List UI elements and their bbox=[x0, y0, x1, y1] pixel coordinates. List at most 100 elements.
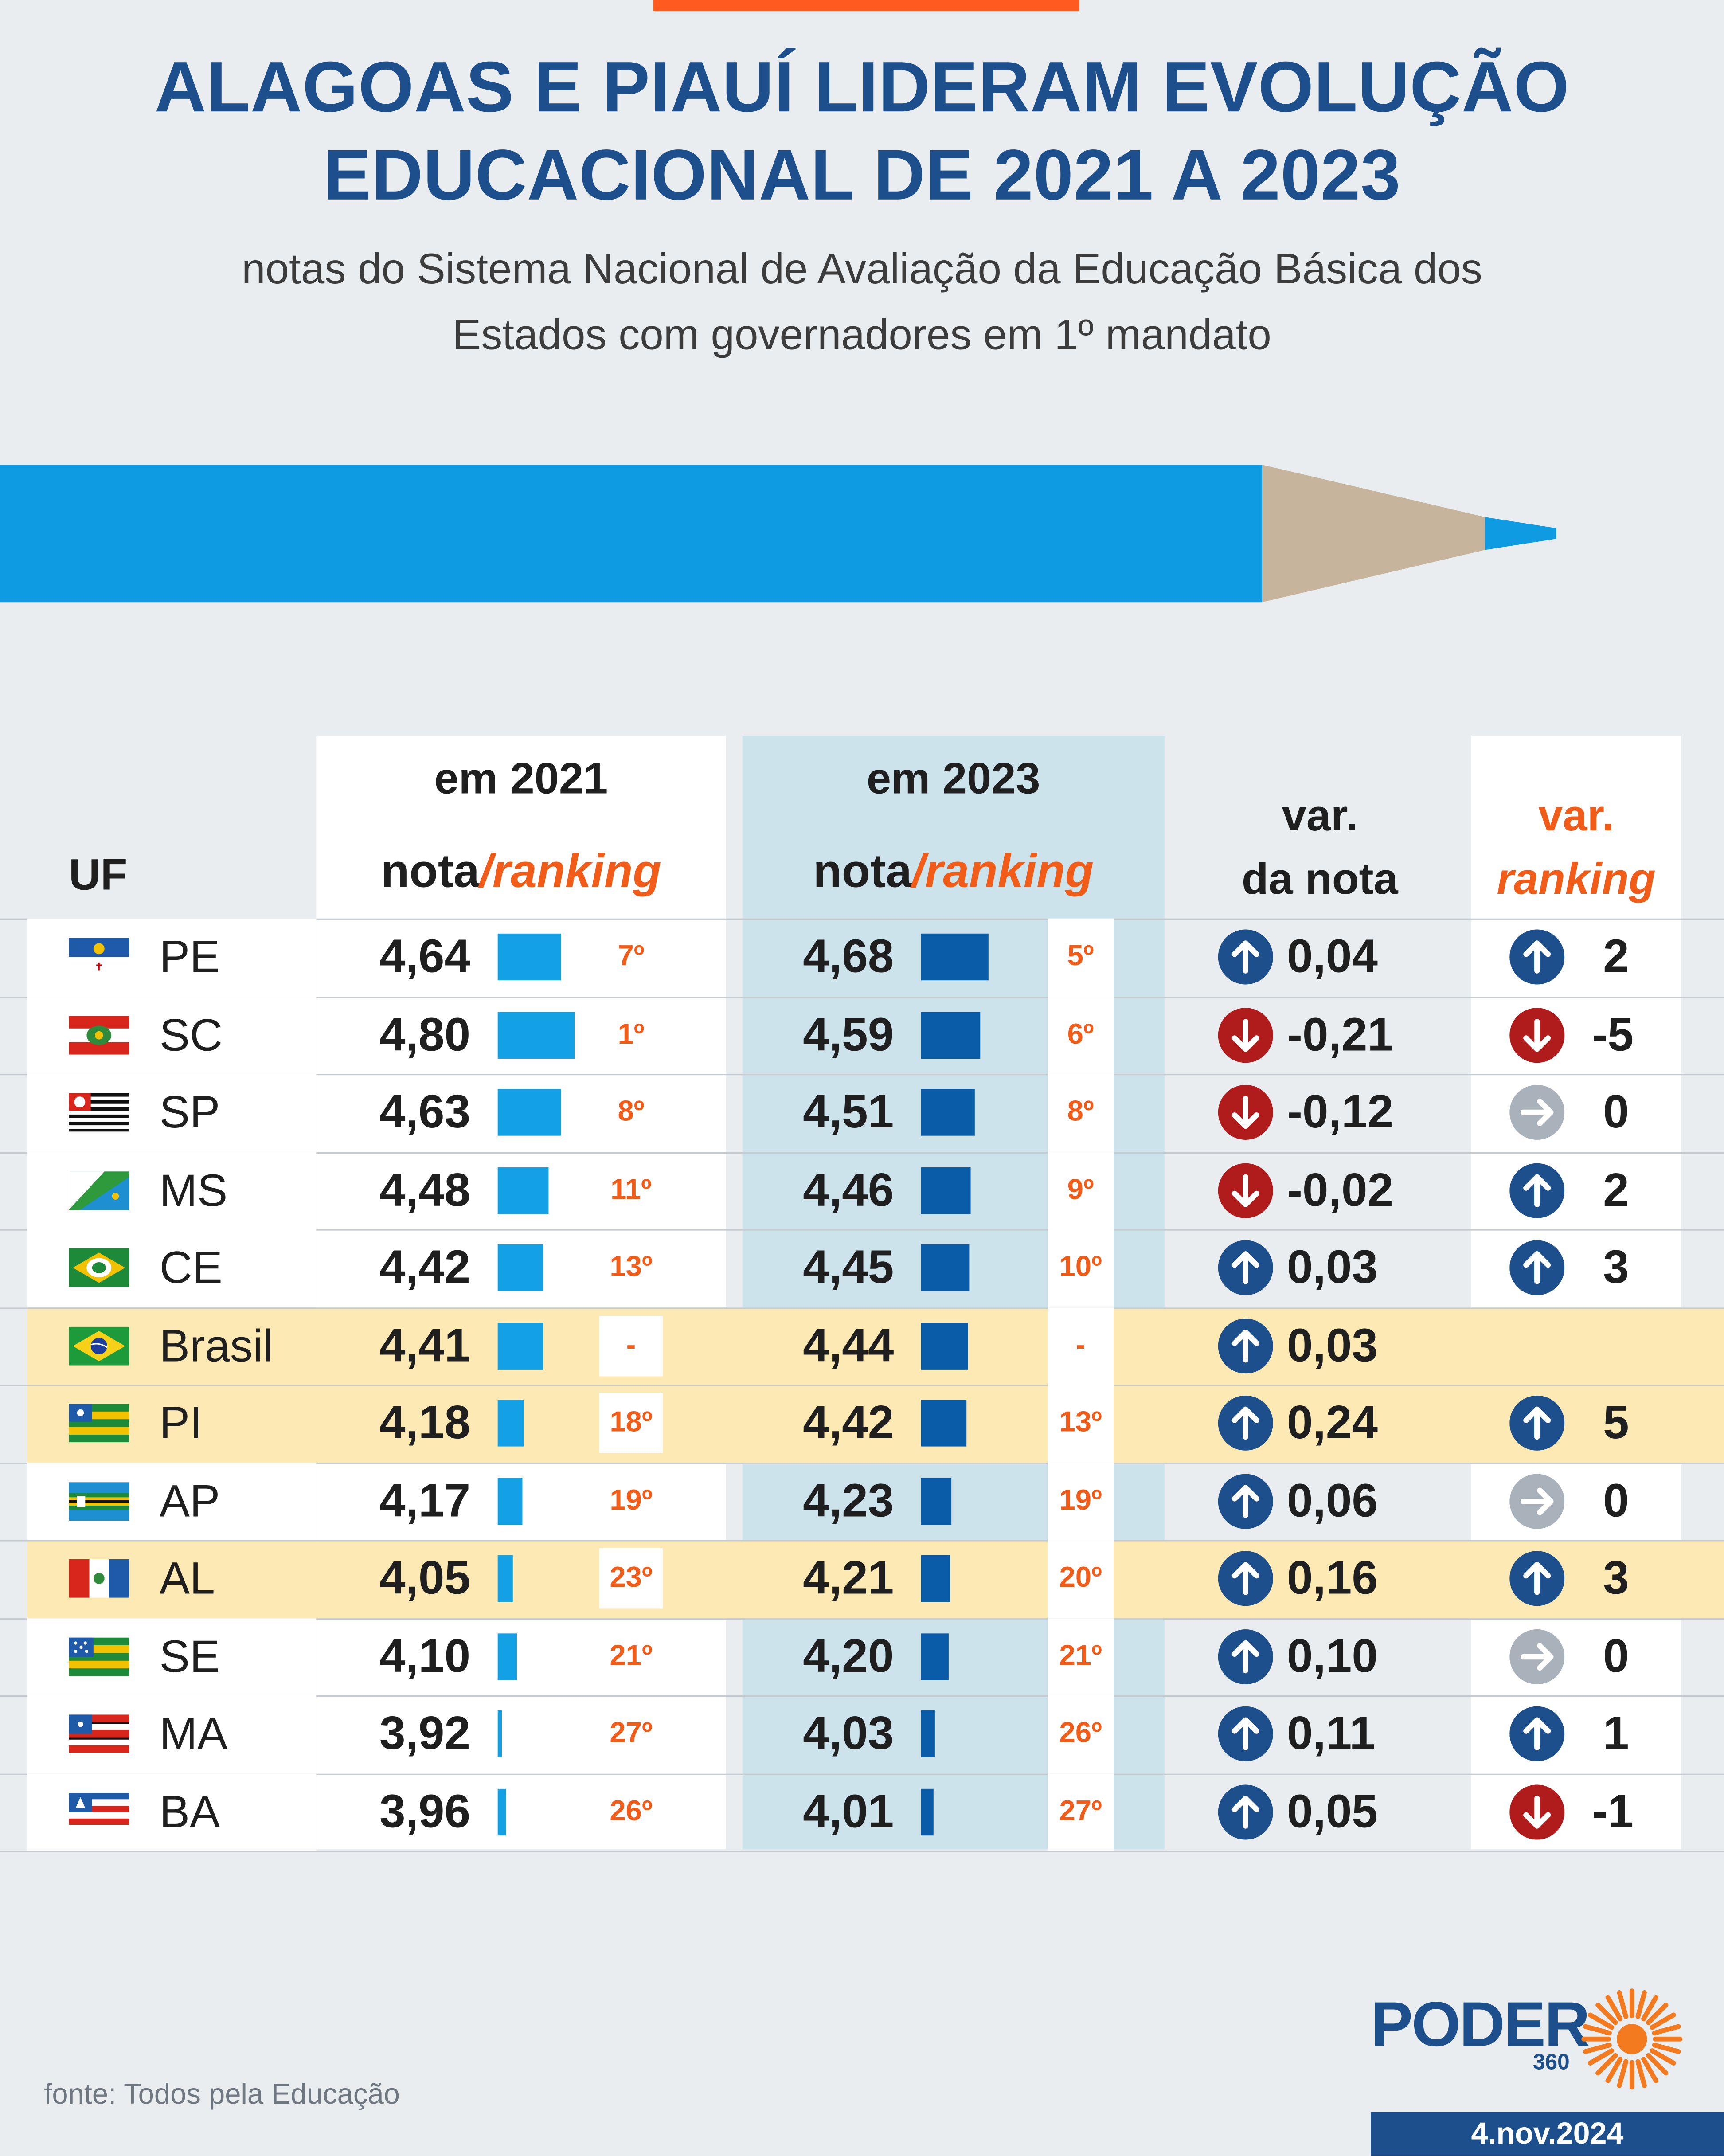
arrow-up-icon bbox=[1218, 1395, 1273, 1451]
ranking-2021-box bbox=[599, 1781, 663, 1842]
uf-label: AL bbox=[159, 1552, 215, 1604]
bar-2023 bbox=[921, 1011, 981, 1058]
ranking-2021-box bbox=[599, 1470, 663, 1531]
header-2023-ranking: /ranking bbox=[911, 845, 1094, 898]
row-divider bbox=[0, 1617, 1724, 1619]
subtitle-line-1: notas do Sistema Nacional de Avaliação d… bbox=[242, 245, 1482, 293]
var-nota: 0,05 bbox=[1286, 1785, 1378, 1838]
ranking-2021: - bbox=[626, 1329, 636, 1361]
arrow-up-icon bbox=[1218, 1318, 1273, 1373]
arrow-up-icon bbox=[1218, 1551, 1273, 1606]
table-row: MA 3,92 27º 4,03 26º 0,11 1 bbox=[0, 1695, 1724, 1773]
arrow-down-icon bbox=[1509, 1784, 1565, 1839]
ranking-2021: 26º bbox=[610, 1795, 653, 1827]
ranking-2023: 9º bbox=[1067, 1173, 1094, 1205]
ranking-2021: 27º bbox=[610, 1717, 653, 1749]
nota-2023: 4,45 bbox=[803, 1241, 894, 1294]
nota-2021: 4,80 bbox=[379, 1008, 471, 1061]
ranking-2023: 8º bbox=[1067, 1096, 1094, 1128]
var-ranking: -5 bbox=[1592, 1008, 1634, 1061]
logo-number: 360 bbox=[1532, 2051, 1570, 2075]
ranking-2023: 6º bbox=[1067, 1018, 1094, 1050]
ranking-2021: 8º bbox=[618, 1096, 645, 1128]
header-var-ranking-line-1: var. bbox=[1538, 790, 1615, 840]
uf-label: SE bbox=[159, 1630, 220, 1681]
poder360-logo: PODER 360 bbox=[1371, 1987, 1724, 2104]
subtitle-line-2: Estados com governadores em 1º mandato bbox=[453, 310, 1271, 359]
nota-2023: 4,59 bbox=[803, 1008, 894, 1061]
ranking-2023: 20º bbox=[1059, 1562, 1102, 1594]
arrow-up-icon bbox=[1509, 1240, 1565, 1295]
var-ranking: 2 bbox=[1603, 931, 1629, 983]
header-2023-nota: nota bbox=[813, 845, 912, 898]
uf-label: MA bbox=[159, 1707, 228, 1759]
nota-2023: 4,51 bbox=[803, 1086, 894, 1139]
var-nota: 0,04 bbox=[1286, 931, 1378, 983]
ranking-2023-box bbox=[1048, 918, 1114, 996]
arrow-up-icon bbox=[1218, 1473, 1273, 1529]
ranking-2021: 7º bbox=[618, 940, 645, 972]
bar-2023 bbox=[921, 1477, 951, 1524]
arrow-down-icon bbox=[1509, 1007, 1565, 1062]
ranking-2023-box bbox=[1048, 1074, 1114, 1152]
row-divider bbox=[0, 1307, 1724, 1308]
nota-2021: 4,42 bbox=[379, 1241, 471, 1294]
alagoas-flag-icon bbox=[69, 1559, 129, 1598]
var-ranking: 0 bbox=[1603, 1475, 1629, 1527]
mato-grosso-do-sul-flag-icon bbox=[69, 1170, 129, 1209]
uf-label: SP bbox=[159, 1086, 220, 1137]
var-ranking: 1 bbox=[1603, 1707, 1629, 1760]
ranking-2021-box bbox=[599, 927, 663, 987]
arrow-right-icon bbox=[1509, 1628, 1565, 1684]
bar-2021 bbox=[497, 1555, 513, 1602]
nota-2021: 4,17 bbox=[379, 1475, 471, 1527]
table-row: AL 4,05 23º 4,21 20º 0,16 3 bbox=[0, 1540, 1724, 1618]
ranking-2021-box bbox=[599, 1393, 663, 1454]
uf-label: Brasil bbox=[159, 1319, 273, 1370]
row-divider bbox=[0, 918, 1724, 920]
bar-2023 bbox=[921, 1322, 969, 1369]
bar-2023 bbox=[921, 1788, 933, 1835]
bar-2021 bbox=[497, 1710, 502, 1757]
santa-catarina-flag-icon bbox=[69, 1015, 129, 1054]
ranking-2021-box bbox=[599, 1237, 663, 1298]
bar-2021 bbox=[497, 1244, 543, 1291]
var-ranking: 3 bbox=[1603, 1241, 1629, 1294]
arrow-up-icon bbox=[1509, 1706, 1565, 1761]
nota-2023: 4,21 bbox=[803, 1552, 894, 1605]
table-row: AP 4,17 19º 4,23 19º 0,06 0 bbox=[0, 1462, 1724, 1540]
var-nota: -0,21 bbox=[1286, 1008, 1394, 1061]
nota-2021: 4,05 bbox=[379, 1552, 471, 1605]
ranking-2023: 21º bbox=[1059, 1639, 1102, 1671]
sao-paulo-flag-icon bbox=[69, 1093, 129, 1132]
var-nota: 0,06 bbox=[1286, 1475, 1378, 1527]
title-line-2: EDUCACIONAL DE 2021 A 2023 bbox=[323, 136, 1401, 216]
arrow-right-icon bbox=[1509, 1473, 1565, 1529]
bar-2023 bbox=[921, 1632, 949, 1680]
bar-2021 bbox=[497, 933, 562, 981]
header-var-nota-line-2: da nota bbox=[1241, 853, 1398, 904]
arrow-down-icon bbox=[1218, 1007, 1273, 1062]
nota-2021: 4,18 bbox=[379, 1397, 471, 1449]
var-nota: 0,24 bbox=[1286, 1397, 1378, 1449]
arrow-up-icon bbox=[1218, 929, 1273, 985]
uf-label: CE bbox=[159, 1241, 223, 1293]
var-ranking: 3 bbox=[1603, 1552, 1629, 1605]
var-nota: 0,16 bbox=[1286, 1552, 1378, 1605]
row-divider bbox=[0, 1540, 1724, 1542]
table-row: BA 3,96 26º 4,01 27º 0,05 -1 bbox=[0, 1773, 1724, 1851]
nota-2021: 4,48 bbox=[379, 1164, 471, 1217]
page-title: ALAGOAS E PIAUÍ LIDERAM EVOLUÇÃO EDUCACI… bbox=[0, 44, 1724, 220]
ranking-2023-box bbox=[1048, 1695, 1114, 1773]
ranking-2023-box bbox=[1048, 1462, 1114, 1540]
table-row: SC 4,80 1º 4,59 6º -0,21 -5 bbox=[0, 996, 1724, 1074]
var-nota: -0,02 bbox=[1286, 1164, 1394, 1217]
row-divider bbox=[0, 1851, 1724, 1852]
row-divider bbox=[0, 1462, 1724, 1464]
table-row: PI 4,18 18º 4,42 13º 0,24 5 bbox=[0, 1385, 1724, 1463]
bar-2021 bbox=[497, 1011, 575, 1058]
ranking-2021: 1º bbox=[618, 1018, 645, 1050]
header-var-nota: var. da nota bbox=[1182, 784, 1457, 910]
header-var-ranking: var. ranking bbox=[1471, 784, 1681, 910]
